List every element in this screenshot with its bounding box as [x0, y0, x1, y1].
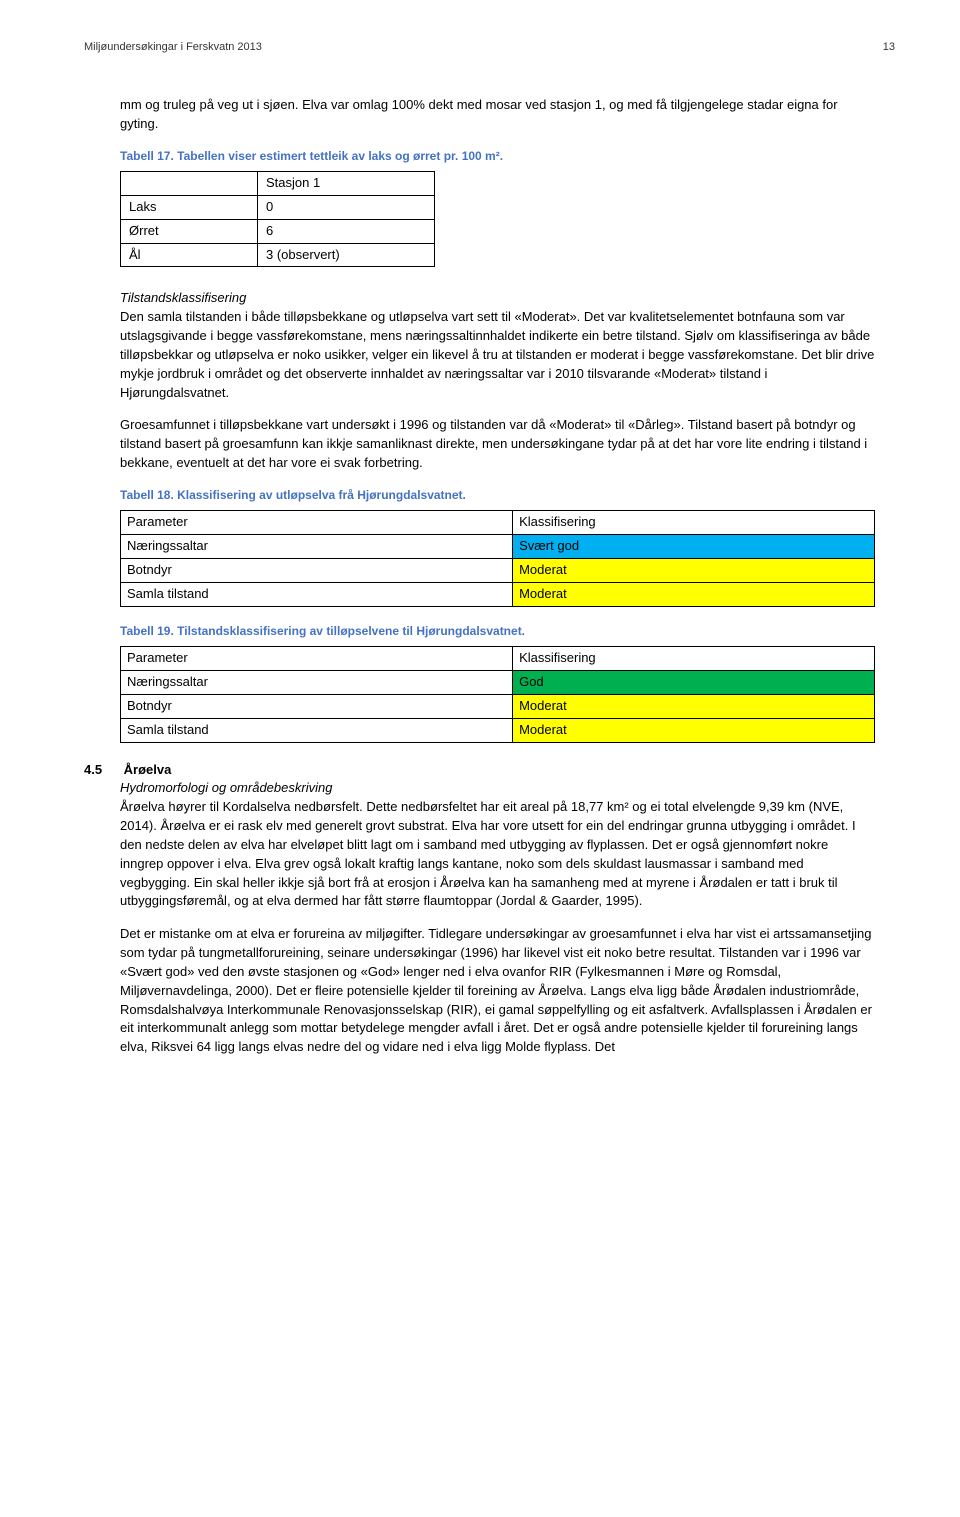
param-cell: Samla tilstand: [121, 582, 513, 606]
tabell19-caption: Tabell 19. Tilstandsklassifisering av ti…: [120, 623, 875, 640]
section-title: Årøelva: [124, 762, 172, 777]
klass-cell: Moderat: [513, 582, 875, 606]
tabell18-caption: Tabell 18. Klassifisering av utløpselva …: [120, 487, 875, 504]
page-header: Miljøundersøkingar i Ferskvatn 2013 13: [84, 40, 875, 56]
th-parameter: Parameter: [121, 511, 513, 535]
table-18: Parameter Klassifisering Næringssaltar S…: [120, 510, 875, 606]
tabell17-caption: Tabell 17. Tabellen viser estimert tettl…: [120, 148, 875, 165]
param-cell: Næringssaltar: [121, 535, 513, 559]
param-cell: Næringssaltar: [121, 670, 513, 694]
section-para2: Det er mistanke om at elva er forureina …: [120, 925, 875, 1057]
row-label: Laks: [121, 195, 258, 219]
th-parameter: Parameter: [121, 647, 513, 671]
table-row: Samla tilstand Moderat: [121, 582, 875, 606]
groe-paragraph: Groesamfunnet i tilløpsbekkane vart unde…: [120, 416, 875, 473]
klass-cell: God: [513, 670, 875, 694]
table-row: Samla tilstand Moderat: [121, 718, 875, 742]
tilstand-paragraph: Den samla tilstanden i både tilløpsbekka…: [120, 308, 875, 402]
row-val: 3 (observert): [258, 243, 435, 267]
table-row: Næringssaltar God: [121, 670, 875, 694]
param-cell: Samla tilstand: [121, 718, 513, 742]
section-para1: Årøelva høyrer til Kordalselva nedbørsfe…: [120, 798, 875, 911]
klass-cell: Moderat: [513, 559, 875, 583]
page-number: 13: [883, 40, 895, 56]
section-number: 4.5: [84, 761, 120, 780]
param-cell: Botndyr: [121, 694, 513, 718]
table-stasjon: Stasjon 1 Laks 0 Ørret 6 Ål 3 (observert…: [120, 171, 435, 267]
intro-paragraph: mm og truleg på veg ut i sjøen. Elva var…: [120, 96, 875, 134]
row-label: Ål: [121, 243, 258, 267]
klass-cell: Moderat: [513, 694, 875, 718]
table-row: Botndyr Moderat: [121, 694, 875, 718]
tilstand-heading: Tilstandsklassifisering: [120, 289, 875, 308]
table-row: Laks 0: [121, 195, 435, 219]
row-label: Ørret: [121, 219, 258, 243]
table-row: Næringssaltar Svært god: [121, 535, 875, 559]
klass-cell: Svært god: [513, 535, 875, 559]
section-4-5: 4.5 Årøelva Hydromorfologi og områdebesk…: [120, 761, 875, 1058]
th-klassifisering: Klassifisering: [513, 647, 875, 671]
row-val: 6: [258, 219, 435, 243]
section-subhead: Hydromorfologi og områdebeskriving: [120, 779, 875, 798]
klass-cell: Moderat: [513, 718, 875, 742]
blank-cell: [121, 172, 258, 196]
table-row: Ål 3 (observert): [121, 243, 435, 267]
row-val: 0: [258, 195, 435, 219]
stasjon-header: Stasjon 1: [258, 172, 435, 196]
table-19: Parameter Klassifisering Næringssaltar G…: [120, 646, 875, 742]
table-row: Ørret 6: [121, 219, 435, 243]
th-klassifisering: Klassifisering: [513, 511, 875, 535]
param-cell: Botndyr: [121, 559, 513, 583]
table-row: Botndyr Moderat: [121, 559, 875, 583]
header-title: Miljøundersøkingar i Ferskvatn 2013: [84, 40, 262, 56]
